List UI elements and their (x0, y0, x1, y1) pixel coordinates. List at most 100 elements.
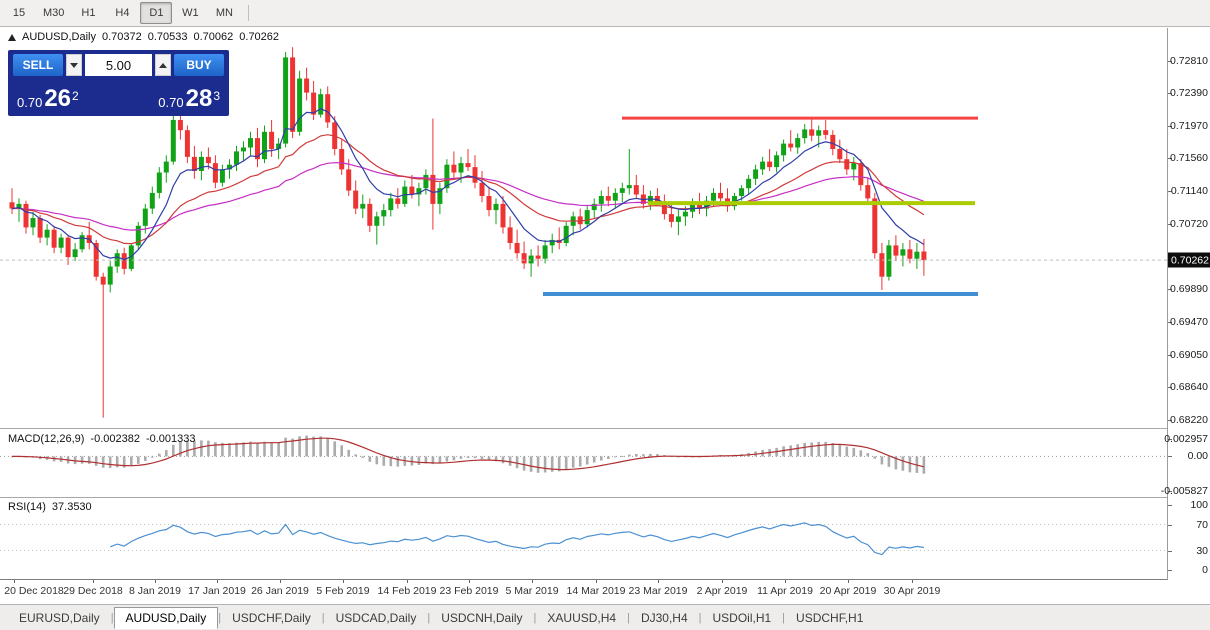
sell-button[interactable]: SELL (13, 54, 63, 76)
buy-button[interactable]: BUY (174, 54, 224, 76)
ma-mid-line (11, 134, 925, 245)
macd-value: -0.002382 (90, 433, 140, 445)
time-axis-label: 5 Feb 2019 (316, 585, 370, 597)
price-scale-label: 0.71140 (1170, 185, 1208, 198)
chart-tab-usdoil-h1[interactable]: USDOil,H1 (712, 610, 772, 625)
chart-tab-dj30-h4[interactable]: DJ30,H4 (640, 610, 688, 625)
chart-tab-usdchf-daily[interactable]: USDCHF,Daily (232, 610, 311, 625)
price-scale-tick (1168, 322, 1172, 324)
toolbar-separator (248, 5, 250, 21)
ask-price: 0.70 28 3 (158, 85, 220, 113)
macd-scale-tick (1168, 456, 1172, 458)
ask-prefix: 0.70 (158, 95, 184, 111)
macd-indicator-label: MACD(12,26,9) -0.002382 -0.001333 (8, 433, 196, 445)
macd-scale-tick (1168, 438, 1172, 440)
time-axis-tick (14, 580, 15, 583)
time-axis-label: 20 Apr 2019 (819, 585, 877, 597)
rsi-scale-label: 70 (1196, 518, 1208, 531)
time-axis-tick (596, 580, 597, 583)
rsi-scale-label: 100 (1190, 499, 1208, 511)
timeframe-button-m30[interactable]: M30 (43, 7, 65, 19)
time-axis-tick (532, 580, 533, 583)
chart-tab-usdcnh-daily[interactable]: USDCNH,Daily (441, 610, 523, 625)
timeframe-toolbar: 15 M30 H1 H4 D1 W1 MN (0, 0, 1210, 27)
rsi-scale-tick (1168, 505, 1172, 506)
rsi-value: 37.3530 (51, 501, 92, 513)
time-axis-label: 23 Feb 2019 (439, 585, 499, 597)
rsi-name: RSI(14) (8, 501, 46, 513)
timeframe-button-mn[interactable]: MN (215, 7, 233, 19)
price-scale-label: 0.72390 (1170, 87, 1208, 100)
timeframe-button-h4[interactable]: H4 (115, 7, 130, 19)
time-axis-tick (217, 580, 218, 583)
tab-separator: | (218, 611, 222, 624)
ohlc-high: 0.70533 (147, 31, 188, 43)
macd-scale-label: 0.002957 (1164, 432, 1208, 445)
ohlc-open: 0.70372 (101, 31, 142, 43)
one-click-panel-toggle-icon[interactable] (8, 33, 16, 41)
time-axis-tick (280, 580, 281, 583)
volume-decrease-button[interactable] (66, 54, 82, 76)
time-axis-tick (155, 580, 156, 583)
rsi-scale-label: 0 (1202, 564, 1208, 576)
time-axis[interactable]: 20 Dec 2018 29 Dec 2018 8 Jan 2019 17 Jan 2… (0, 580, 1167, 602)
ohlc-close: 0.70262 (239, 31, 280, 43)
price-scale-tick (1168, 289, 1172, 291)
chart-tab-audusd-daily[interactable]: AUDUSD,Daily (113, 606, 219, 629)
time-axis-label: 26 Jan 2019 (251, 585, 309, 597)
chart-tab-eurusd-daily[interactable]: EURUSD,Daily (19, 610, 100, 625)
timeframe-button-h1[interactable]: H1 (81, 7, 96, 19)
chevron-down-icon (70, 62, 78, 68)
time-axis-label: 8 Jan 2019 (129, 585, 181, 597)
time-axis-label: 30 Apr 2019 (883, 585, 941, 597)
chart-tab-xauusd-h4[interactable]: XAUUSD,H4 (547, 610, 617, 625)
tab-separator: | (110, 611, 114, 624)
tab-separator: | (321, 611, 325, 624)
panel-separator[interactable] (0, 497, 1210, 498)
macd-name: MACD(12,26,9) (8, 433, 85, 445)
time-axis-label: 11 Apr 2019 (757, 585, 813, 597)
time-axis-tick (912, 580, 913, 583)
macd-scale-label: 0.00 (1187, 450, 1208, 463)
price-scale-label: 0.69050 (1170, 349, 1208, 362)
volume-input[interactable]: 5.00 (85, 54, 152, 76)
time-axis-label: 17 Jan 2019 (188, 585, 246, 597)
price-scale-label: 0.69890 (1170, 283, 1208, 296)
price-scale-label: 0.69470 (1170, 316, 1208, 329)
bid-big-digits: 26 (44, 85, 72, 113)
time-axis-label: 29 Dec 2018 (63, 585, 123, 597)
volume-increase-button[interactable] (155, 54, 171, 76)
ask-big-digits: 28 (185, 85, 213, 113)
rsi-scale-label: 30 (1196, 544, 1208, 557)
timeframe-button-w1[interactable]: W1 (182, 7, 199, 19)
macd-scale-tick (1168, 491, 1172, 493)
time-axis-tick (848, 580, 849, 583)
bid-price: 0.70 26 2 (17, 85, 79, 113)
price-scale[interactable]: 0.70262 0.72810 0.72390 0.71970 0.71560 0.71… (1161, 28, 1210, 580)
rsi-chart-surface[interactable] (0, 499, 1167, 579)
price-scale-tick (1168, 158, 1172, 160)
panel-separator[interactable] (0, 428, 1210, 429)
timeframe-button-15[interactable]: 15 (12, 7, 26, 19)
price-scale-label: 0.71560 (1170, 152, 1208, 165)
time-axis-label: 2 Apr 2019 (696, 585, 748, 597)
price-chart-surface[interactable] (0, 28, 1167, 428)
macd-signal-value: -0.001333 (145, 433, 196, 445)
ohlc-low: 0.70062 (193, 31, 234, 43)
macd-chart-surface[interactable] (0, 430, 1167, 496)
time-axis-label: 5 Mar 2019 (505, 585, 559, 597)
time-axis-tick (658, 580, 659, 583)
price-scale-tick (1168, 420, 1172, 422)
tab-separator: | (427, 611, 431, 624)
timeframe-button-d1[interactable]: D1 (140, 2, 173, 24)
time-axis-label: 14 Feb 2019 (377, 585, 437, 597)
chart-symbol-label: AUDUSD,Daily (22, 31, 96, 43)
price-scale-label: 0.68640 (1170, 381, 1208, 394)
current-price-box: 0.70262 (1168, 252, 1210, 268)
rsi-scale-tick (1168, 524, 1172, 526)
chart-tab-usdcad-daily[interactable]: USDCAD,Daily (335, 610, 417, 625)
time-axis-tick (93, 580, 94, 583)
chart-tab-usdchf-h1[interactable]: USDCHF,H1 (796, 610, 864, 625)
rsi-indicator-label: RSI(14) 37.3530 (8, 501, 92, 513)
